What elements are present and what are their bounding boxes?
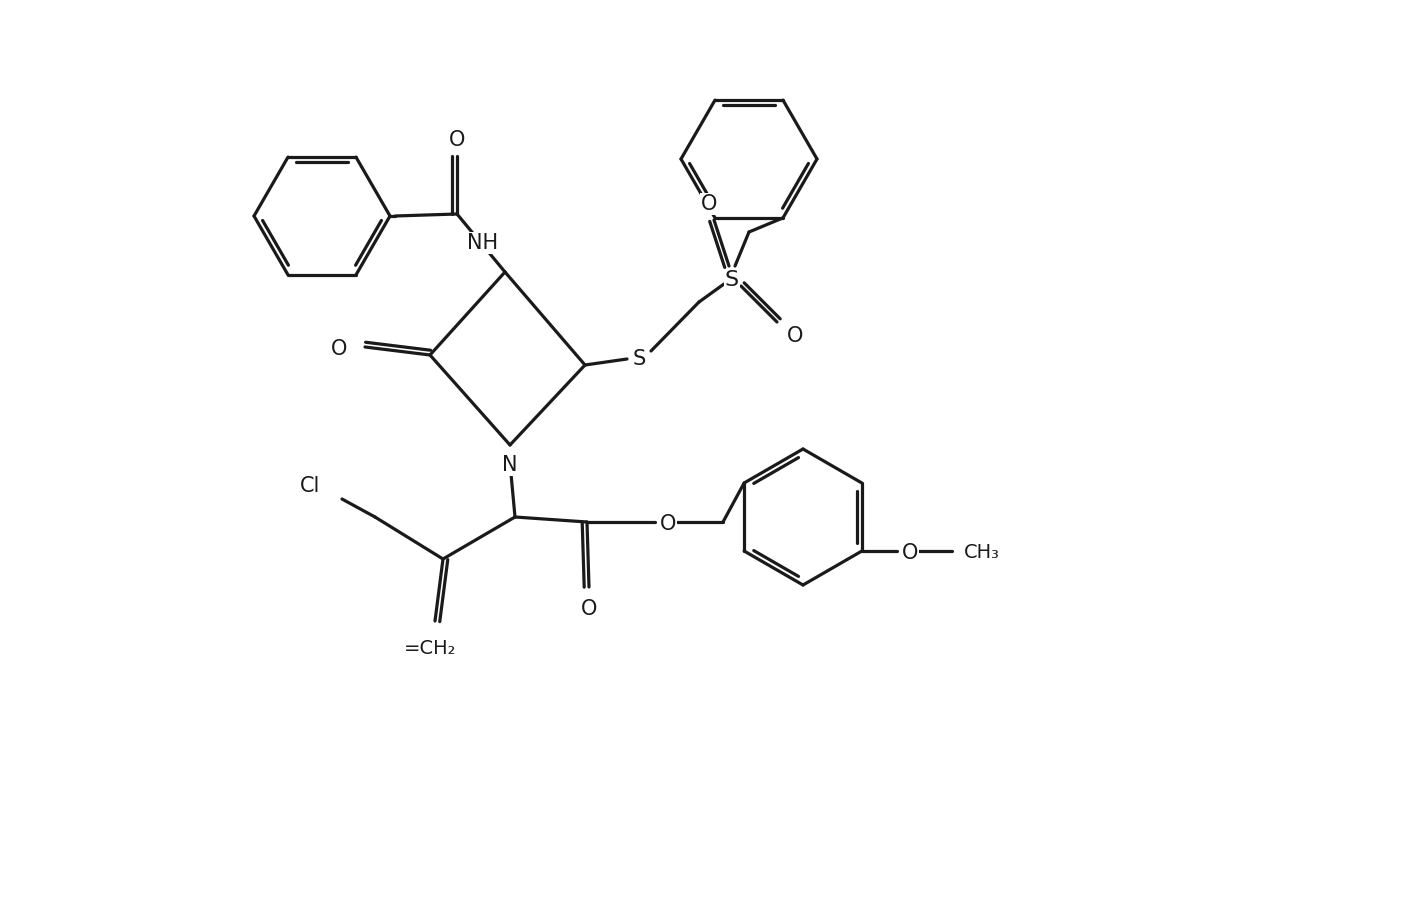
Text: NH: NH	[468, 233, 498, 253]
Text: O: O	[661, 514, 676, 534]
Text: O: O	[450, 130, 465, 150]
Text: Cl: Cl	[300, 476, 320, 496]
Text: O: O	[786, 326, 803, 346]
Text: O: O	[701, 194, 718, 214]
Text: S: S	[725, 270, 739, 290]
Text: =CH₂: =CH₂	[404, 638, 457, 658]
Text: O: O	[581, 599, 596, 619]
Text: O: O	[902, 543, 918, 563]
Text: S: S	[632, 349, 645, 369]
Text: O: O	[331, 339, 347, 359]
Text: N: N	[502, 455, 518, 475]
Text: CH₃: CH₃	[963, 544, 1000, 562]
